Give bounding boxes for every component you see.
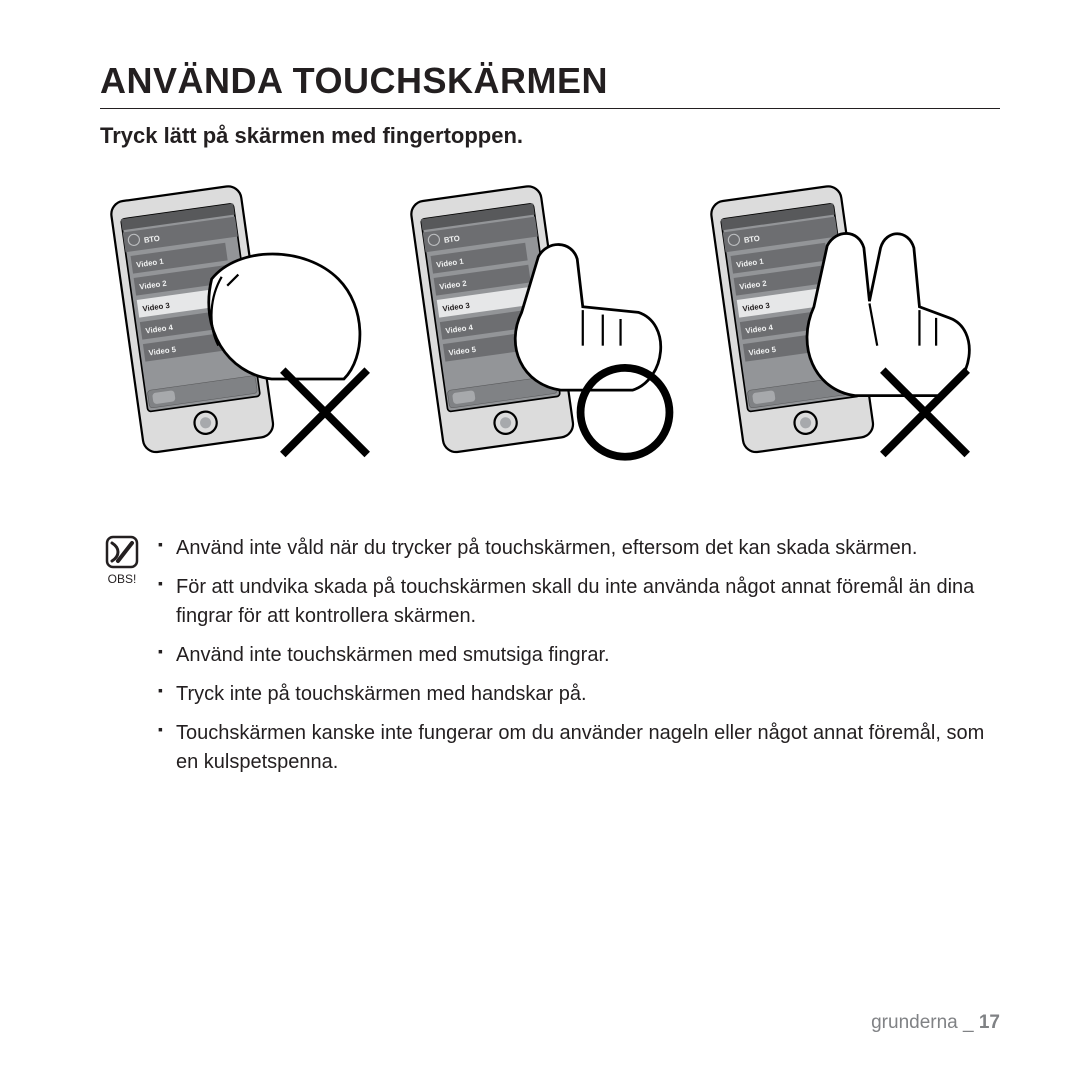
page-title: ANVÄNDA TOUCHSKÄRMEN	[100, 60, 1000, 109]
figure-3: ВТО Video 1 Video 2 Video 3 Video 4 Vide…	[710, 179, 1000, 479]
note-item: Tryck inte på touchskärmen med handskar …	[158, 680, 1000, 709]
footer-section: grunderna	[871, 1012, 958, 1033]
note-item: Använd inte touchskärmen med smutsiga fi…	[158, 641, 1000, 670]
note-icon-label: OBS!	[100, 572, 144, 586]
page-footer: grunderna _ 17	[871, 1012, 1000, 1034]
note-icon	[104, 534, 140, 570]
device-illustration: ВТО Video 1 Video 2 Video 3 Video 4 Vide…	[110, 179, 400, 479]
figure-row: ВТО Video 1 Video 2 Video 3 Video 4 Vide…	[100, 179, 1000, 479]
note-item: Använd inte våld när du trycker på touch…	[158, 534, 1000, 563]
note-item: Touchskärmen kanske inte fungerar om du …	[158, 719, 1000, 777]
note-icon-wrap: OBS!	[100, 534, 144, 586]
footer-sep: _	[958, 1012, 979, 1033]
device-illustration: ВТО Video 1 Video 2 Video 3 Video 4 Vide…	[410, 179, 700, 479]
page-subtitle: Tryck lätt på skärmen med fingertoppen.	[100, 123, 1000, 149]
note-list: Använd inte våld när du trycker på touch…	[158, 534, 1000, 787]
figure-1: ВТО Video 1 Video 2 Video 3 Video 4 Vide…	[110, 179, 400, 479]
note-item: För att undvika skada på touchskärmen sk…	[158, 573, 1000, 631]
figure-2: ВТО Video 1 Video 2 Video 3 Video 4 Vide…	[410, 179, 700, 479]
device-illustration: ВТО Video 1 Video 2 Video 3 Video 4 Vide…	[710, 179, 1000, 479]
footer-page-number: 17	[979, 1012, 1000, 1033]
note-block: OBS! Använd inte våld när du trycker på …	[100, 534, 1000, 787]
